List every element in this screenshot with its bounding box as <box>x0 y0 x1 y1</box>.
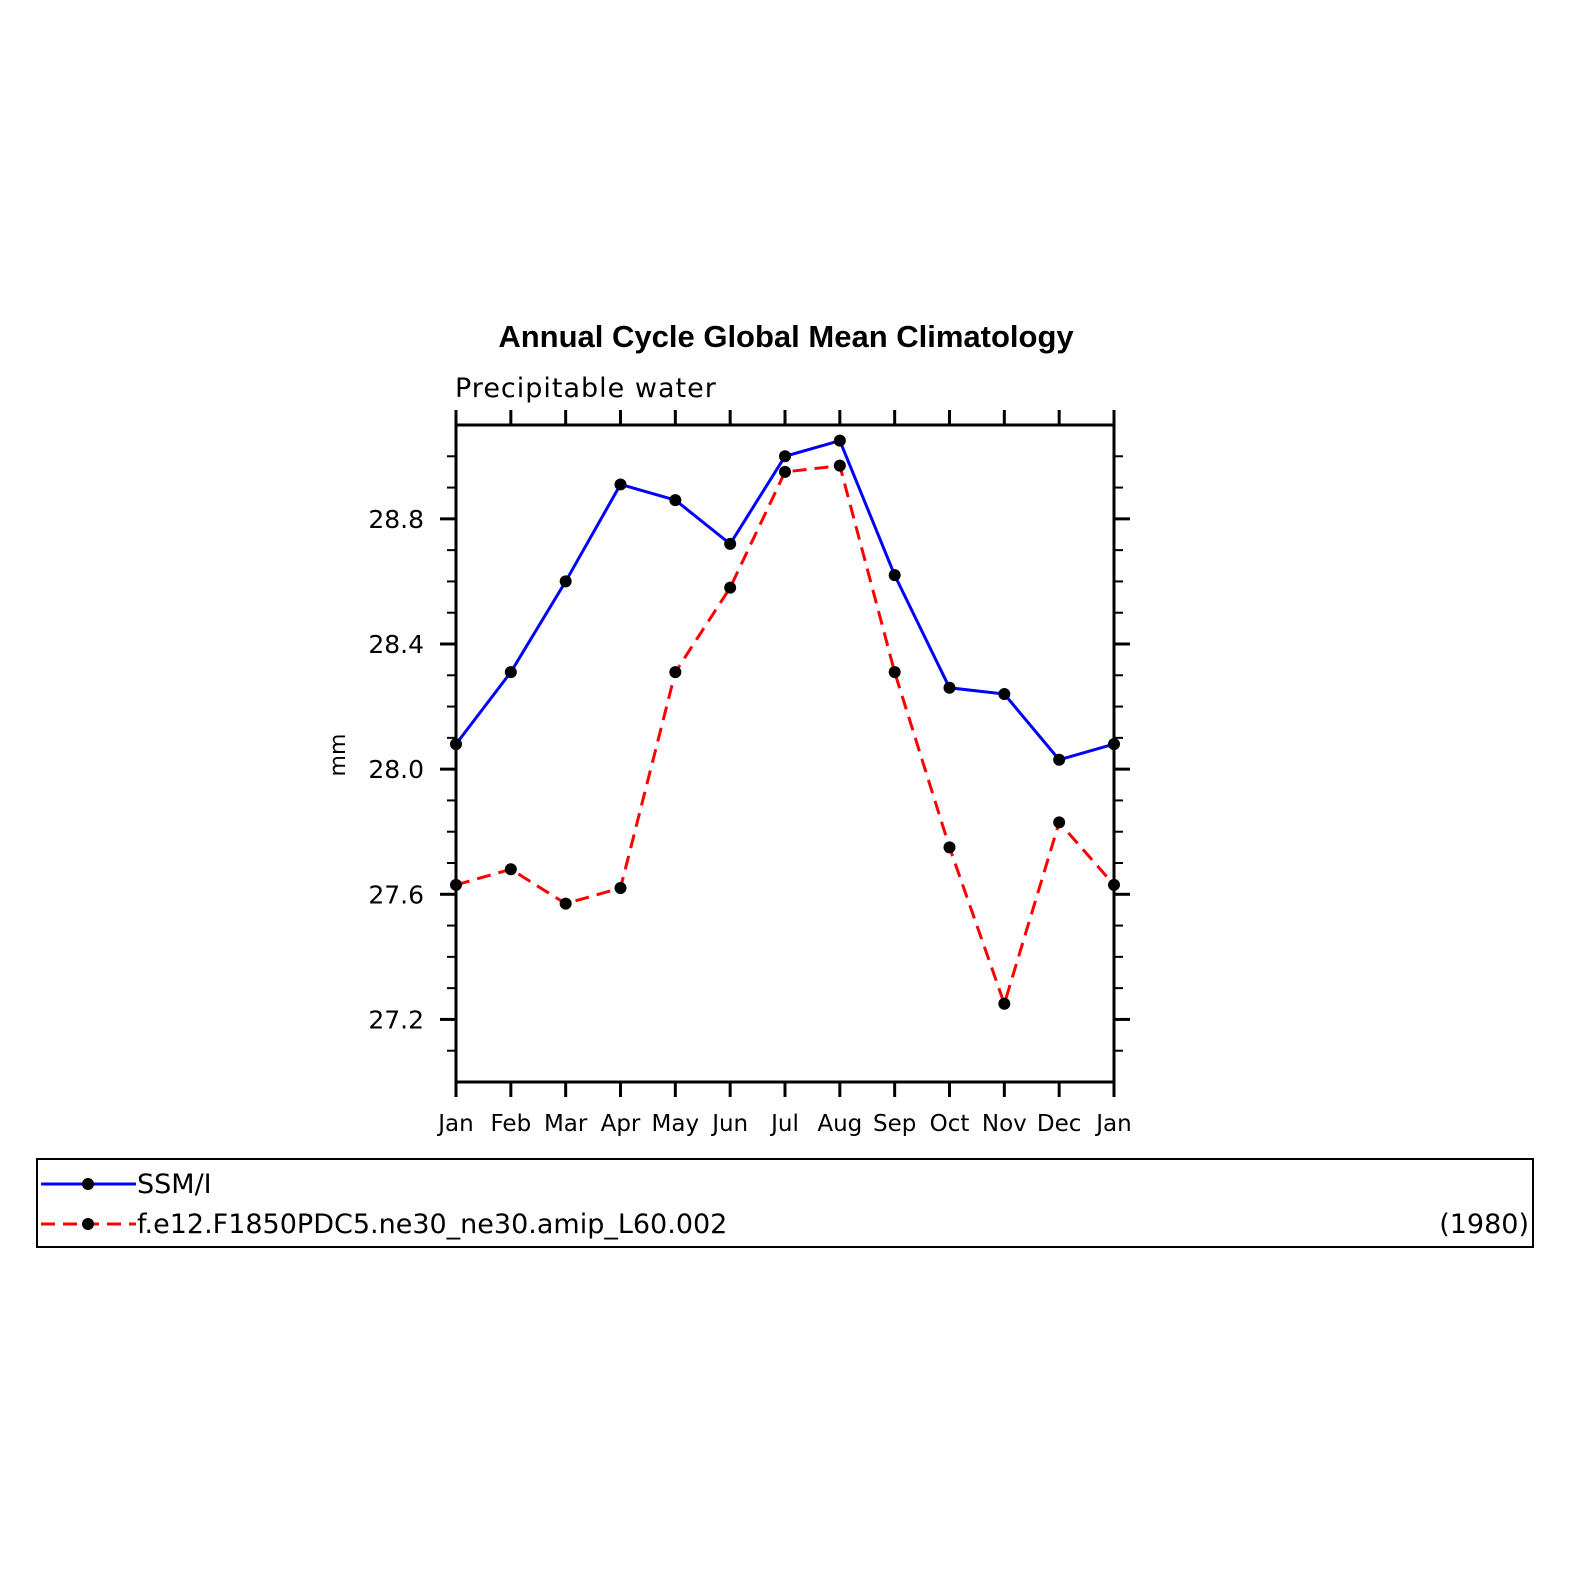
chart-subtitle: Precipitable water <box>455 373 717 404</box>
x-tick-label: Aug <box>817 1111 862 1137</box>
data-point <box>504 666 517 679</box>
y-tick-label: 28.4 <box>368 630 424 659</box>
x-tick-label: Dec <box>1037 1111 1082 1137</box>
y-tick-label: 27.2 <box>368 1005 424 1034</box>
series-2 <box>450 459 1120 1010</box>
y-axis-label: mm <box>326 734 351 777</box>
y-tick-label: 28.0 <box>368 755 424 784</box>
data-point <box>669 494 682 507</box>
x-tick-labels: Jan Feb Mar Apr May Jun Jul Aug Sep Oct Nov Dec Jan <box>436 1111 1131 1137</box>
series-1 <box>450 434 1120 766</box>
y-tick-label: 27.6 <box>368 880 424 909</box>
series-lines <box>450 434 1120 1010</box>
data-point <box>943 681 956 694</box>
series-line <box>455 464 1116 1009</box>
series-line <box>454 438 1115 762</box>
data-point <box>888 666 901 679</box>
data-point <box>504 863 517 876</box>
data-point <box>724 581 737 594</box>
x-tick-label: Jun <box>710 1111 748 1137</box>
x-tick-label: Jan <box>1094 1111 1131 1137</box>
data-point <box>998 688 1011 701</box>
data-point <box>450 738 462 751</box>
data-point <box>1053 753 1066 766</box>
legend-item: f.e12.F1850PDC5.ne30_ne30.amip_L60.002 (1… <box>41 1209 1529 1240</box>
chart-title: Annual Cycle Global Mean Climatology <box>498 319 1074 354</box>
axis-ticks <box>440 410 1130 1097</box>
x-tick-label: Mar <box>544 1111 588 1137</box>
data-point <box>450 878 462 891</box>
data-point <box>614 882 627 895</box>
legend: SSM/I f.e12.F1850PDC5.ne30_ne30.amip_L60.… <box>36 1158 1534 1248</box>
data-point <box>559 897 572 910</box>
y-tick-labels: 27.2 27.6 28.0 28.4 28.8 <box>368 505 424 1035</box>
legend-item: SSM/I <box>41 1169 212 1200</box>
x-tick-label: Oct <box>930 1111 970 1137</box>
legend-label: SSM/I <box>137 1169 212 1200</box>
legend-marker <box>82 1178 94 1190</box>
data-point <box>559 575 572 588</box>
data-point <box>1108 738 1120 751</box>
legend-marker <box>82 1218 94 1230</box>
data-point <box>1053 816 1066 829</box>
data-point <box>1108 878 1120 891</box>
data-point <box>614 478 627 491</box>
x-tick-label: Jan <box>436 1111 473 1137</box>
data-point <box>888 569 901 582</box>
data-point <box>998 997 1011 1010</box>
x-tick-label: May <box>652 1111 700 1137</box>
x-tick-label: Sep <box>873 1111 916 1137</box>
legend-label: f.e12.F1850PDC5.ne30_ne30.amip_L60.002 <box>137 1209 727 1240</box>
legend-note: (1980) <box>1439 1209 1529 1240</box>
x-tick-label: Feb <box>490 1111 531 1137</box>
plot-frame <box>454 423 1116 1084</box>
data-point <box>779 450 791 463</box>
data-point <box>833 459 846 472</box>
x-tick-label: Jul <box>769 1111 799 1137</box>
x-tick-label: Nov <box>982 1111 1027 1137</box>
x-tick-label: Apr <box>601 1111 641 1137</box>
data-point <box>724 537 737 550</box>
legend-box <box>36 1158 1534 1248</box>
y-tick-label: 28.8 <box>368 505 424 534</box>
data-point <box>669 666 682 679</box>
data-point <box>779 465 791 478</box>
data-point <box>943 841 956 854</box>
data-point <box>833 434 846 447</box>
